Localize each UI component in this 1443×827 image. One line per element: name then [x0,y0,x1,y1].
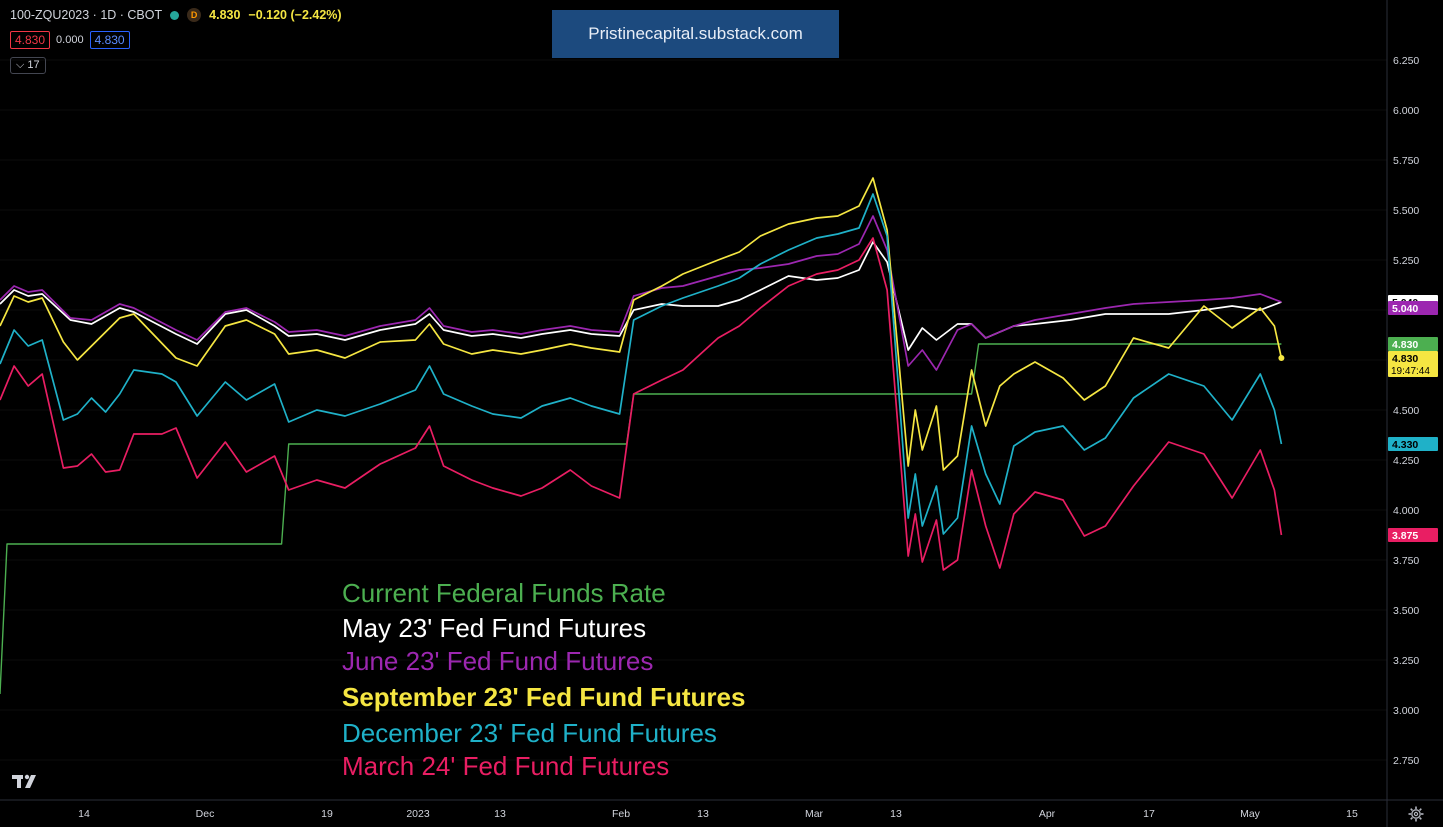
legend-entry-march: March 24' Fed Fund Futures [342,751,669,781]
x-tick-label: 13 [890,808,902,820]
price-label-march-bg [1388,528,1438,542]
ask-value[interactable]: 4.830 [89,31,130,49]
y-tick-label: 6.250 [1393,55,1419,67]
indicators-count: 17 [27,59,40,71]
price-label-september: 4.830 [1392,353,1418,365]
symbol-title: 100-ZQU2023 · 1D · CBOT [10,8,163,22]
x-tick-label: 14 [78,808,90,820]
spread-value: 0.000 [56,34,84,46]
legend-entry-september: September 23' Fed Fund Futures [342,682,745,712]
price-label-fed-funds-bg [1388,337,1438,351]
legend-entry-june: June 23' Fed Fund Futures [342,646,653,676]
x-tick-label: 13 [697,808,709,820]
watermark-banner: Pristinecapital.substack.com [552,10,839,58]
price-label-fed-funds: 4.830 [1392,339,1418,351]
y-tick-label: 3.750 [1393,555,1419,567]
legend-entry-may: May 23' Fed Fund Futures [342,613,646,643]
price-label-june-bg [1388,301,1438,315]
x-tick-label: Dec [196,808,215,820]
y-tick-label: 4.000 [1393,505,1419,517]
bid-value[interactable]: 4.830 [10,31,51,49]
legend-entry-december: December 23' Fed Fund Futures [342,718,717,748]
price-label-december: 4.330 [1392,439,1418,451]
y-tick-label: 3.000 [1393,705,1419,717]
x-tick-label: 17 [1143,808,1155,820]
price-label-march: 3.875 [1392,530,1418,542]
price-label-june: 5.040 [1392,303,1418,315]
y-tick-label: 3.500 [1393,605,1419,617]
x-tick-label: 13 [494,808,506,820]
tradingview-logo-icon[interactable] [12,772,42,790]
chevron-down-icon: ⌵ [16,59,25,71]
legend-entry-fed_funds: Current Federal Funds Rate [342,578,666,608]
x-tick-label: 15 [1346,808,1358,820]
y-tick-label: 5.250 [1393,255,1419,267]
symbol-header[interactable]: 100-ZQU2023 · 1D · CBOT D 4.830 −0.120 (… [10,8,342,22]
indicator-values-row: 4.830 0.000 4.830 [10,31,130,49]
price-change: −0.120 (−2.42%) [248,8,342,22]
y-tick-label: 4.500 [1393,405,1419,417]
watermark-text: Pristinecapital.substack.com [588,24,803,43]
market-status-icon [170,10,180,20]
y-tick-label: 6.000 [1393,105,1419,117]
y-tick-label: 5.750 [1393,155,1419,167]
series-line-december [0,193,1283,535]
series-line-march [0,237,1283,571]
x-tick-label: Mar [805,808,824,820]
last-price: 4.830 [209,8,241,22]
y-tick-label: 3.250 [1393,655,1419,667]
series-line-june [0,215,1282,371]
y-tick-label: 4.250 [1393,455,1419,467]
x-tick-label: May [1240,808,1261,820]
settings-gear-icon[interactable] [1408,806,1424,822]
x-tick-label: 19 [321,808,333,820]
x-tick-label: Apr [1039,808,1056,820]
y-tick-label: 2.750 [1393,755,1419,767]
interval-badge[interactable]: D [187,8,202,22]
price-label-december-bg [1388,437,1438,451]
x-tick-label: Feb [612,808,630,820]
series-line-september [0,177,1283,471]
y-tick-label: 5.500 [1393,205,1419,217]
indicators-collapse-button[interactable]: ⌵ 17 [10,57,46,74]
x-tick-label: 2023 [406,808,430,820]
last-price-dot [1278,355,1285,361]
price-label-september-bg [1388,351,1438,377]
price-label-september-countdown: 19:47:44 [1391,366,1430,377]
